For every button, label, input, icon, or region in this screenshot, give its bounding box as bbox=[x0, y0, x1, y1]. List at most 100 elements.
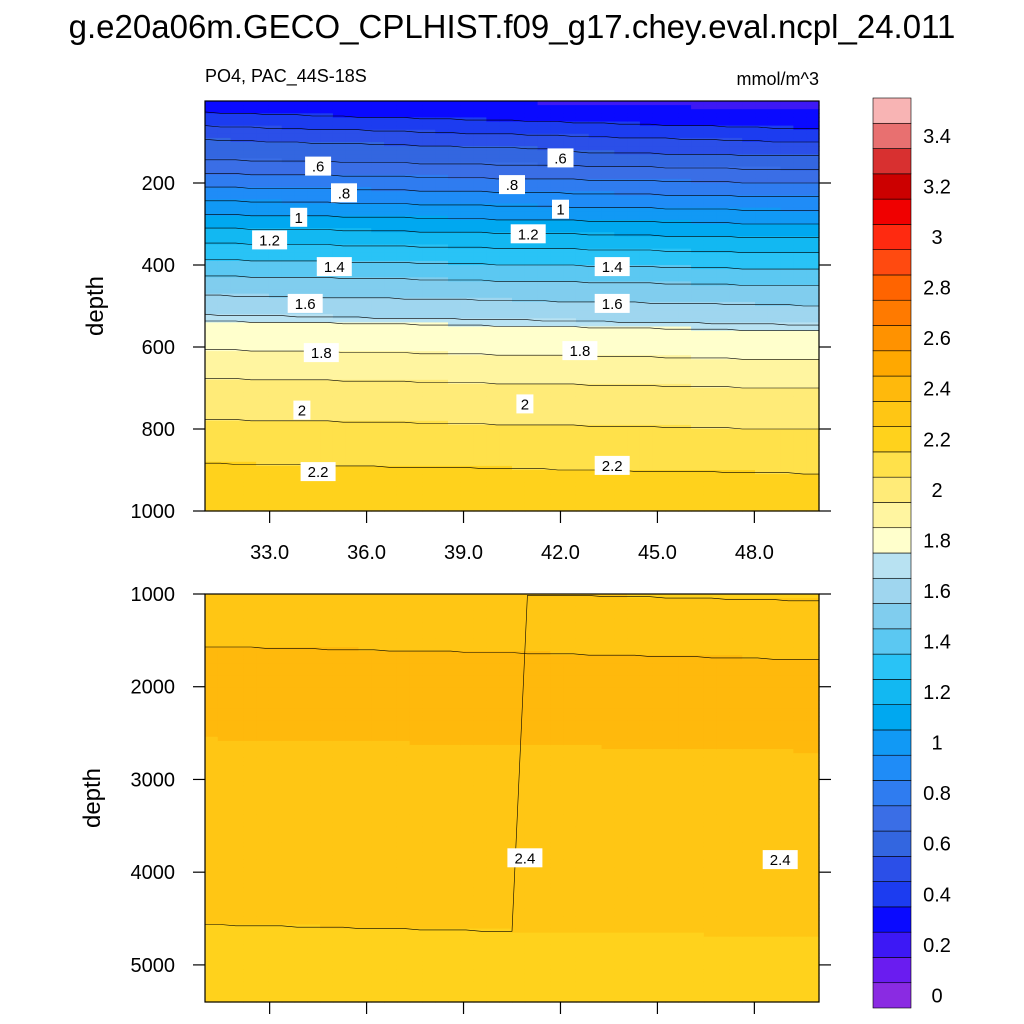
contour-cell bbox=[678, 482, 692, 487]
contour-cell bbox=[512, 129, 526, 135]
contour-cell bbox=[780, 265, 795, 270]
contour-cell bbox=[806, 236, 820, 241]
contour-cell bbox=[652, 375, 667, 381]
contour-cell bbox=[422, 150, 436, 155]
contour-cell bbox=[665, 306, 679, 311]
contour-cell bbox=[575, 174, 590, 180]
contour-cell bbox=[384, 166, 398, 172]
contour-cell bbox=[256, 113, 270, 118]
contour-cell bbox=[358, 347, 372, 352]
contour-cell bbox=[563, 289, 577, 295]
contour-cell bbox=[281, 252, 296, 258]
contour-cell bbox=[205, 924, 219, 930]
contour-cell bbox=[627, 224, 641, 229]
contour-cell bbox=[409, 388, 424, 393]
contour-cell bbox=[460, 269, 475, 274]
contour-cell bbox=[371, 236, 385, 241]
contour-cell bbox=[281, 359, 296, 364]
contour-cell bbox=[806, 183, 820, 188]
contour-cell bbox=[793, 240, 807, 246]
contour-cell bbox=[486, 449, 500, 455]
contour-cell bbox=[384, 252, 398, 258]
contour-cell bbox=[409, 445, 424, 451]
contour-cell bbox=[243, 162, 257, 168]
contour-cell bbox=[563, 207, 577, 213]
contour-cell bbox=[205, 765, 219, 771]
contour-cell bbox=[588, 400, 603, 405]
contour-cell bbox=[806, 109, 820, 114]
contour-cell bbox=[806, 371, 820, 377]
contour-cell bbox=[268, 465, 283, 471]
contour-cell bbox=[639, 408, 654, 414]
contour-cell bbox=[614, 199, 628, 205]
contour-label: 1.6 bbox=[295, 296, 316, 313]
contour-cell bbox=[512, 154, 526, 159]
contour-cell bbox=[512, 338, 526, 344]
contour-cell bbox=[460, 277, 475, 282]
contour-cell bbox=[256, 363, 270, 369]
contour-cell bbox=[268, 396, 283, 401]
contour-cell bbox=[332, 314, 347, 319]
contour-cell bbox=[499, 498, 513, 504]
contour-cell bbox=[205, 789, 219, 795]
contour-cell bbox=[358, 322, 372, 328]
contour-cell bbox=[473, 162, 488, 168]
contour-cell bbox=[652, 125, 667, 131]
contour-cell bbox=[448, 215, 462, 221]
contour-cell bbox=[806, 170, 820, 176]
contour-cell bbox=[537, 125, 551, 131]
contour-cell bbox=[358, 199, 372, 205]
contour-cell bbox=[422, 367, 436, 373]
contour-cell bbox=[256, 133, 270, 139]
contour-cell bbox=[575, 269, 590, 274]
contour-cell bbox=[524, 363, 539, 369]
contour-cell bbox=[575, 396, 590, 401]
contour-cell bbox=[780, 371, 795, 377]
contour-cell bbox=[473, 244, 488, 250]
contour-cell bbox=[780, 187, 795, 192]
contour-cell bbox=[537, 174, 551, 180]
contour-cell bbox=[627, 207, 641, 213]
contour-cell bbox=[281, 154, 296, 159]
contour-label: .6 bbox=[554, 150, 567, 167]
contour-cell bbox=[435, 240, 449, 246]
contour-cell bbox=[780, 482, 795, 487]
contour-cell bbox=[614, 322, 628, 328]
contour-cell bbox=[371, 232, 385, 237]
contour-cell bbox=[665, 285, 679, 291]
contour-cell bbox=[396, 125, 411, 131]
contour-cell bbox=[755, 388, 769, 393]
contour-cell bbox=[652, 133, 667, 139]
contour-cell bbox=[256, 506, 270, 512]
contour-cell bbox=[512, 486, 526, 492]
contour-cell bbox=[563, 359, 577, 364]
contour-cell bbox=[691, 244, 705, 250]
contour-cell bbox=[793, 281, 807, 287]
contour-cell bbox=[550, 334, 564, 340]
contour-cell bbox=[550, 170, 564, 176]
contour-cell bbox=[281, 281, 296, 287]
contour-cell bbox=[486, 150, 500, 155]
contour-cell bbox=[205, 700, 219, 705]
contour-cell bbox=[806, 478, 820, 483]
contour-cell bbox=[780, 494, 795, 500]
contour-cell bbox=[550, 178, 564, 184]
contour-cell bbox=[371, 269, 385, 274]
contour-cell bbox=[575, 289, 590, 295]
contour-cell bbox=[307, 318, 321, 323]
contour-cell bbox=[268, 429, 283, 434]
contour-cell bbox=[332, 474, 347, 479]
contour-cell bbox=[512, 388, 526, 393]
contour-cell bbox=[499, 449, 513, 455]
contour-cell bbox=[755, 256, 769, 262]
contour-cell bbox=[345, 351, 360, 356]
contour-cell bbox=[627, 375, 641, 381]
contour-cell bbox=[230, 445, 244, 451]
contour-cell bbox=[345, 170, 360, 176]
contour-cell bbox=[281, 383, 296, 389]
contour-cell bbox=[806, 150, 820, 155]
contour-cell bbox=[742, 211, 756, 217]
contour-cell bbox=[486, 367, 500, 373]
contour-cell bbox=[371, 375, 385, 381]
contour-cell bbox=[230, 265, 244, 270]
